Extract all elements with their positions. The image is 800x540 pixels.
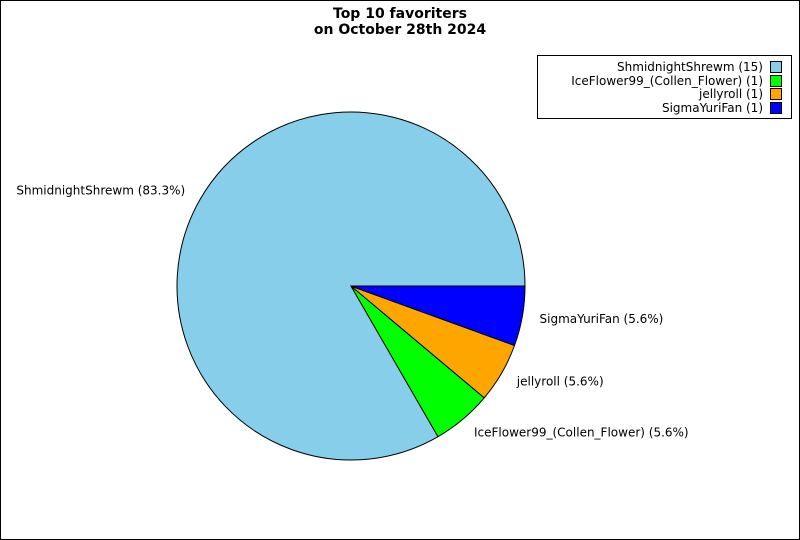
legend-item: SigmaYuriFan (1) (538, 101, 791, 115)
pie-label-shmidnightshrewm: ShmidnightShrewm (83.3%) (16, 183, 185, 197)
chart-title-line-1: Top 10 favoriters (333, 6, 467, 22)
legend-item: IceFlower99_(Collen_Flower) (1) (538, 74, 791, 88)
pie-label-iceflower99-collen-flower-: IceFlower99_(Collen_Flower) (5.6%) (474, 426, 689, 440)
legend-item: jellyroll (1) (538, 87, 791, 101)
legend-label: ShmidnightShrewm (15) (617, 60, 763, 74)
pie-label-jellyroll: jellyroll (5.6%) (516, 375, 604, 389)
legend-swatch (770, 101, 782, 114)
chart-title: Top 10 favoriters on October 28th 2024 (1, 6, 799, 38)
pie-slice-sigmayurifan (350, 285, 526, 347)
chart-legend: ShmidnightShrewm (15) IceFlower99_(Collen… (537, 55, 792, 119)
chart-title-line-2: on October 28th 2024 (313, 22, 487, 38)
pie-label-sigmayurifan: SigmaYuriFan (5.6%) (540, 312, 664, 326)
legend-swatch (770, 74, 782, 87)
legend-swatch (770, 88, 782, 100)
legend-item: ShmidnightShrewm (15) (538, 60, 791, 74)
legend-label: jellyroll (1) (699, 87, 763, 101)
legend-label: SigmaYuriFan (1) (661, 100, 763, 115)
legend-swatch (770, 61, 782, 73)
legend-label: IceFlower99_(Collen_Flower) (1) (571, 73, 763, 88)
